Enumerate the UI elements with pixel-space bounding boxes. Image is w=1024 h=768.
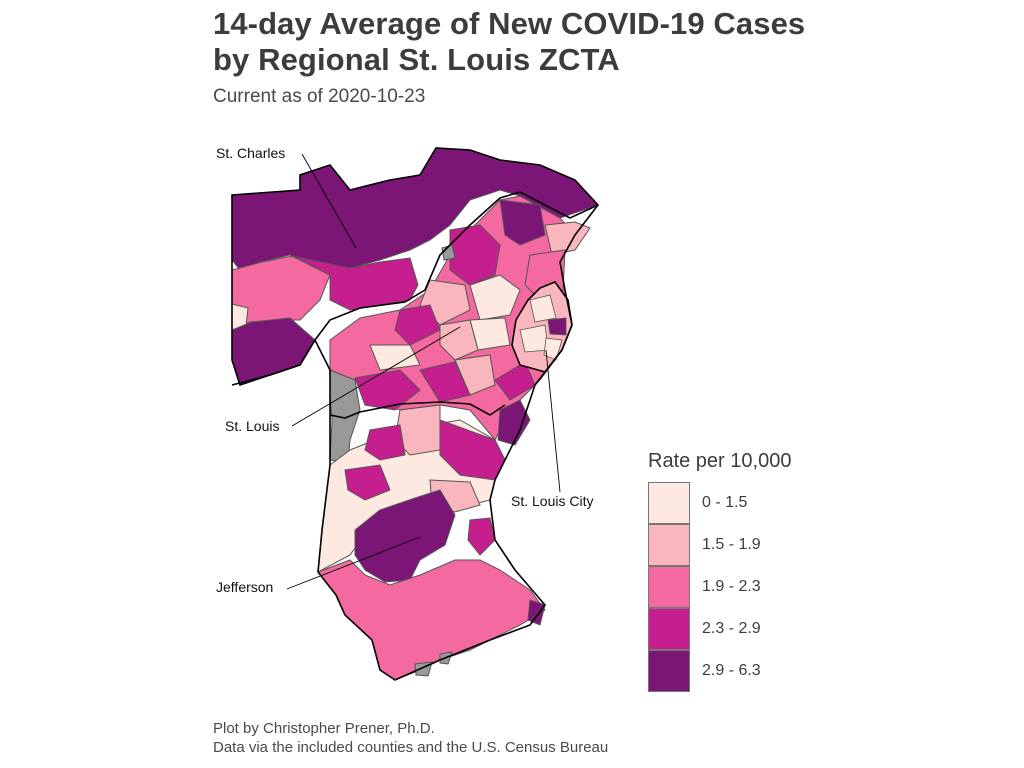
- zcta-stl-se-purple: [497, 399, 531, 446]
- leader-st-louis: [291, 326, 461, 427]
- zcta-jef-nw-mag: [364, 424, 406, 461]
- label-jefferson: Jefferson: [216, 579, 273, 595]
- legend-swatch: [648, 650, 690, 692]
- county-st-charles: [231, 147, 599, 386]
- zcta-stl-west-mag: [354, 369, 421, 411]
- zcta-city-d: [543, 337, 563, 361]
- county-boundaries: [231, 147, 600, 681]
- county-st-louis: [329, 195, 591, 463]
- label-st-charles: St. Charles: [216, 145, 285, 161]
- boundary-stlouis-jefferson: [329, 401, 506, 419]
- zcta-jef-west-mag: [344, 464, 391, 501]
- legend-title: Rate per 10,000: [648, 450, 792, 472]
- zcta-sc-far-sw: [231, 317, 316, 386]
- zcta-city-c: [547, 317, 567, 336]
- leader-jefferson: [286, 536, 421, 590]
- county-st-louis-city: [511, 281, 573, 373]
- title-line-1: 14-day Average of New COVID-19 Cases: [213, 6, 806, 41]
- legend-label: 1.9 - 2.3: [702, 578, 761, 595]
- zcta-stl-central-c: [394, 304, 441, 346]
- region-outline: [231, 147, 600, 681]
- leader-st-louis-city: [545, 349, 561, 493]
- zcta-stl-mid-b: [419, 361, 471, 403]
- zcta-jef-se-purple: [527, 599, 546, 626]
- callout-lines: [286, 153, 561, 590]
- county-jefferson: [317, 404, 546, 681]
- caption-line-1: Plot by Christopher Prener, Ph.D.: [213, 720, 435, 737]
- leader-st-charles: [301, 153, 357, 249]
- label-st-louis: St. Louis: [225, 418, 279, 434]
- zcta-city-a: [529, 294, 557, 323]
- legend-label: 0 - 1.5: [702, 494, 748, 511]
- title-line-2: by Regional St. Louis ZCTA: [213, 42, 620, 77]
- map-subtitle: Current as of 2020-10-23: [213, 86, 426, 107]
- legend-swatch: [648, 524, 690, 566]
- zcta-city-b: [519, 324, 549, 353]
- zcta-stl-north-c: [469, 274, 521, 321]
- zcta-stl-north-a: [449, 224, 501, 286]
- zcta-stl-north-b: [499, 199, 546, 246]
- legend-swatch: [648, 608, 690, 650]
- legend-swatch: [648, 482, 690, 524]
- zcta-sc-south: [291, 255, 419, 311]
- label-st-louis-city: St. Louis City: [511, 493, 593, 509]
- legend-label: 2.9 - 6.3: [702, 662, 761, 679]
- legend-label: 2.3 - 2.9: [702, 620, 761, 637]
- legend-swatch: [648, 566, 690, 608]
- zcta-jef-east-mag: [467, 517, 496, 556]
- zcta-stl-central-d: [439, 319, 479, 361]
- caption: Plot by Christopher Prener, Ph.D. Data v…: [213, 719, 608, 757]
- zcta-jef-central-purple: [354, 489, 456, 583]
- caption-line-2: Data via the included counties and the U…: [213, 739, 609, 756]
- zcta-stl-west-light: [369, 344, 421, 371]
- legend-label: 1.5 - 1.9: [702, 536, 761, 553]
- map-title: 14-day Average of New COVID-19 Cases by …: [213, 6, 805, 78]
